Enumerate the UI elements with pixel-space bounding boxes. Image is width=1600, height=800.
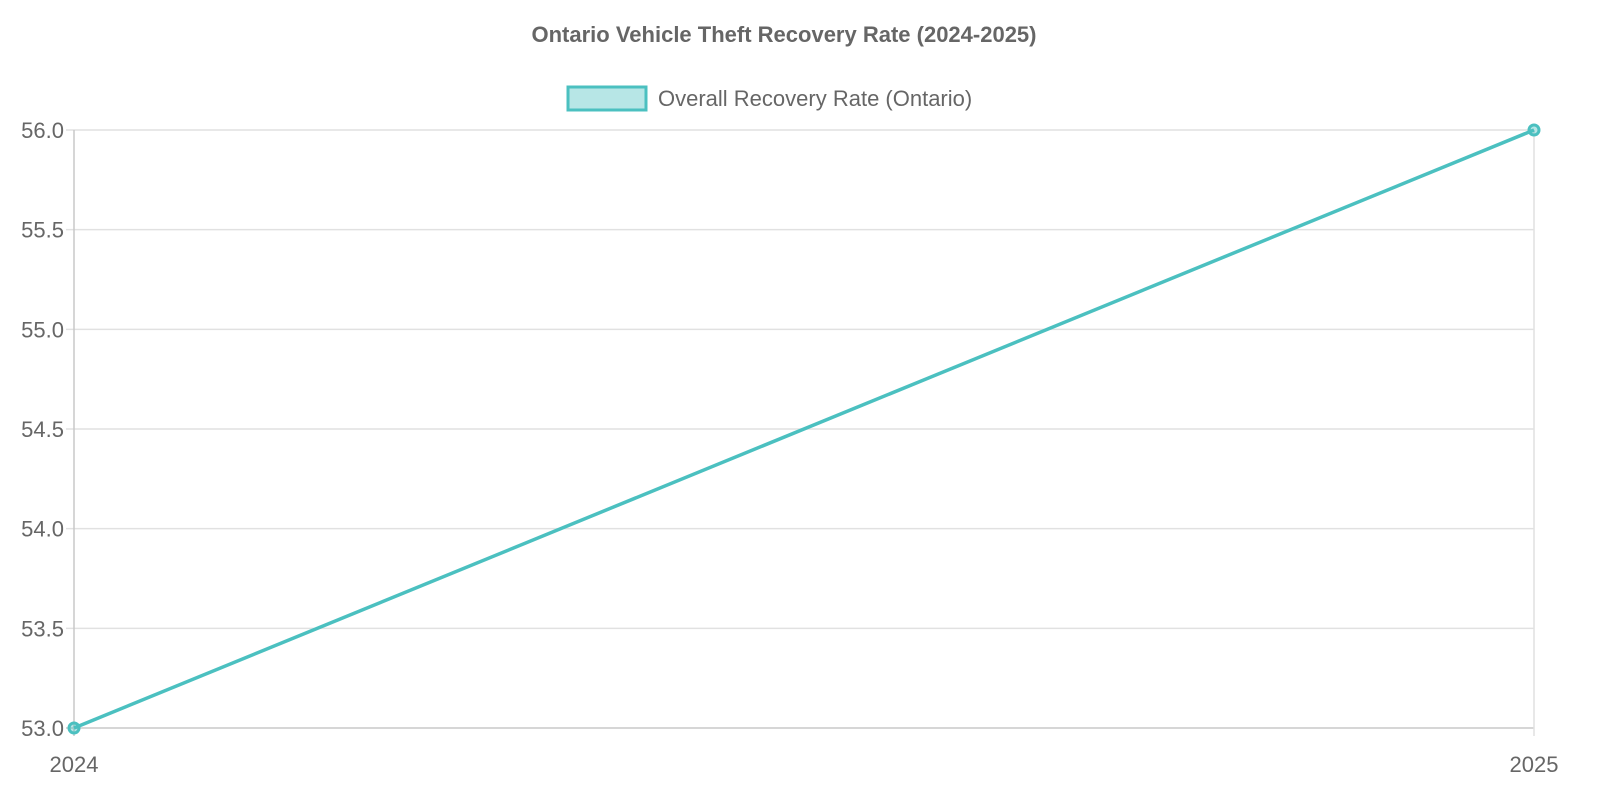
y-tick-label: 53.5 xyxy=(21,616,64,641)
legend-swatch xyxy=(566,85,648,112)
chart-title: Ontario Vehicle Theft Recovery Rate (202… xyxy=(532,22,1037,47)
y-tick-label: 53.0 xyxy=(21,716,64,741)
y-tick-label: 54.5 xyxy=(21,417,64,442)
y-tick-label: 55.5 xyxy=(21,218,64,243)
data-point xyxy=(67,721,81,735)
y-tick-label: 55.0 xyxy=(21,317,64,342)
y-tick-label: 56.0 xyxy=(21,118,64,143)
legend-label: Overall Recovery Rate (Ontario) xyxy=(658,86,972,111)
x-tick-label: 2025 xyxy=(1510,752,1559,777)
data-point xyxy=(1527,123,1541,137)
y-tick-label: 54.0 xyxy=(21,517,64,542)
legend[interactable]: Overall Recovery Rate (Ontario) xyxy=(566,85,972,112)
x-tick-label: 2024 xyxy=(50,752,99,777)
series-line xyxy=(73,128,1535,730)
